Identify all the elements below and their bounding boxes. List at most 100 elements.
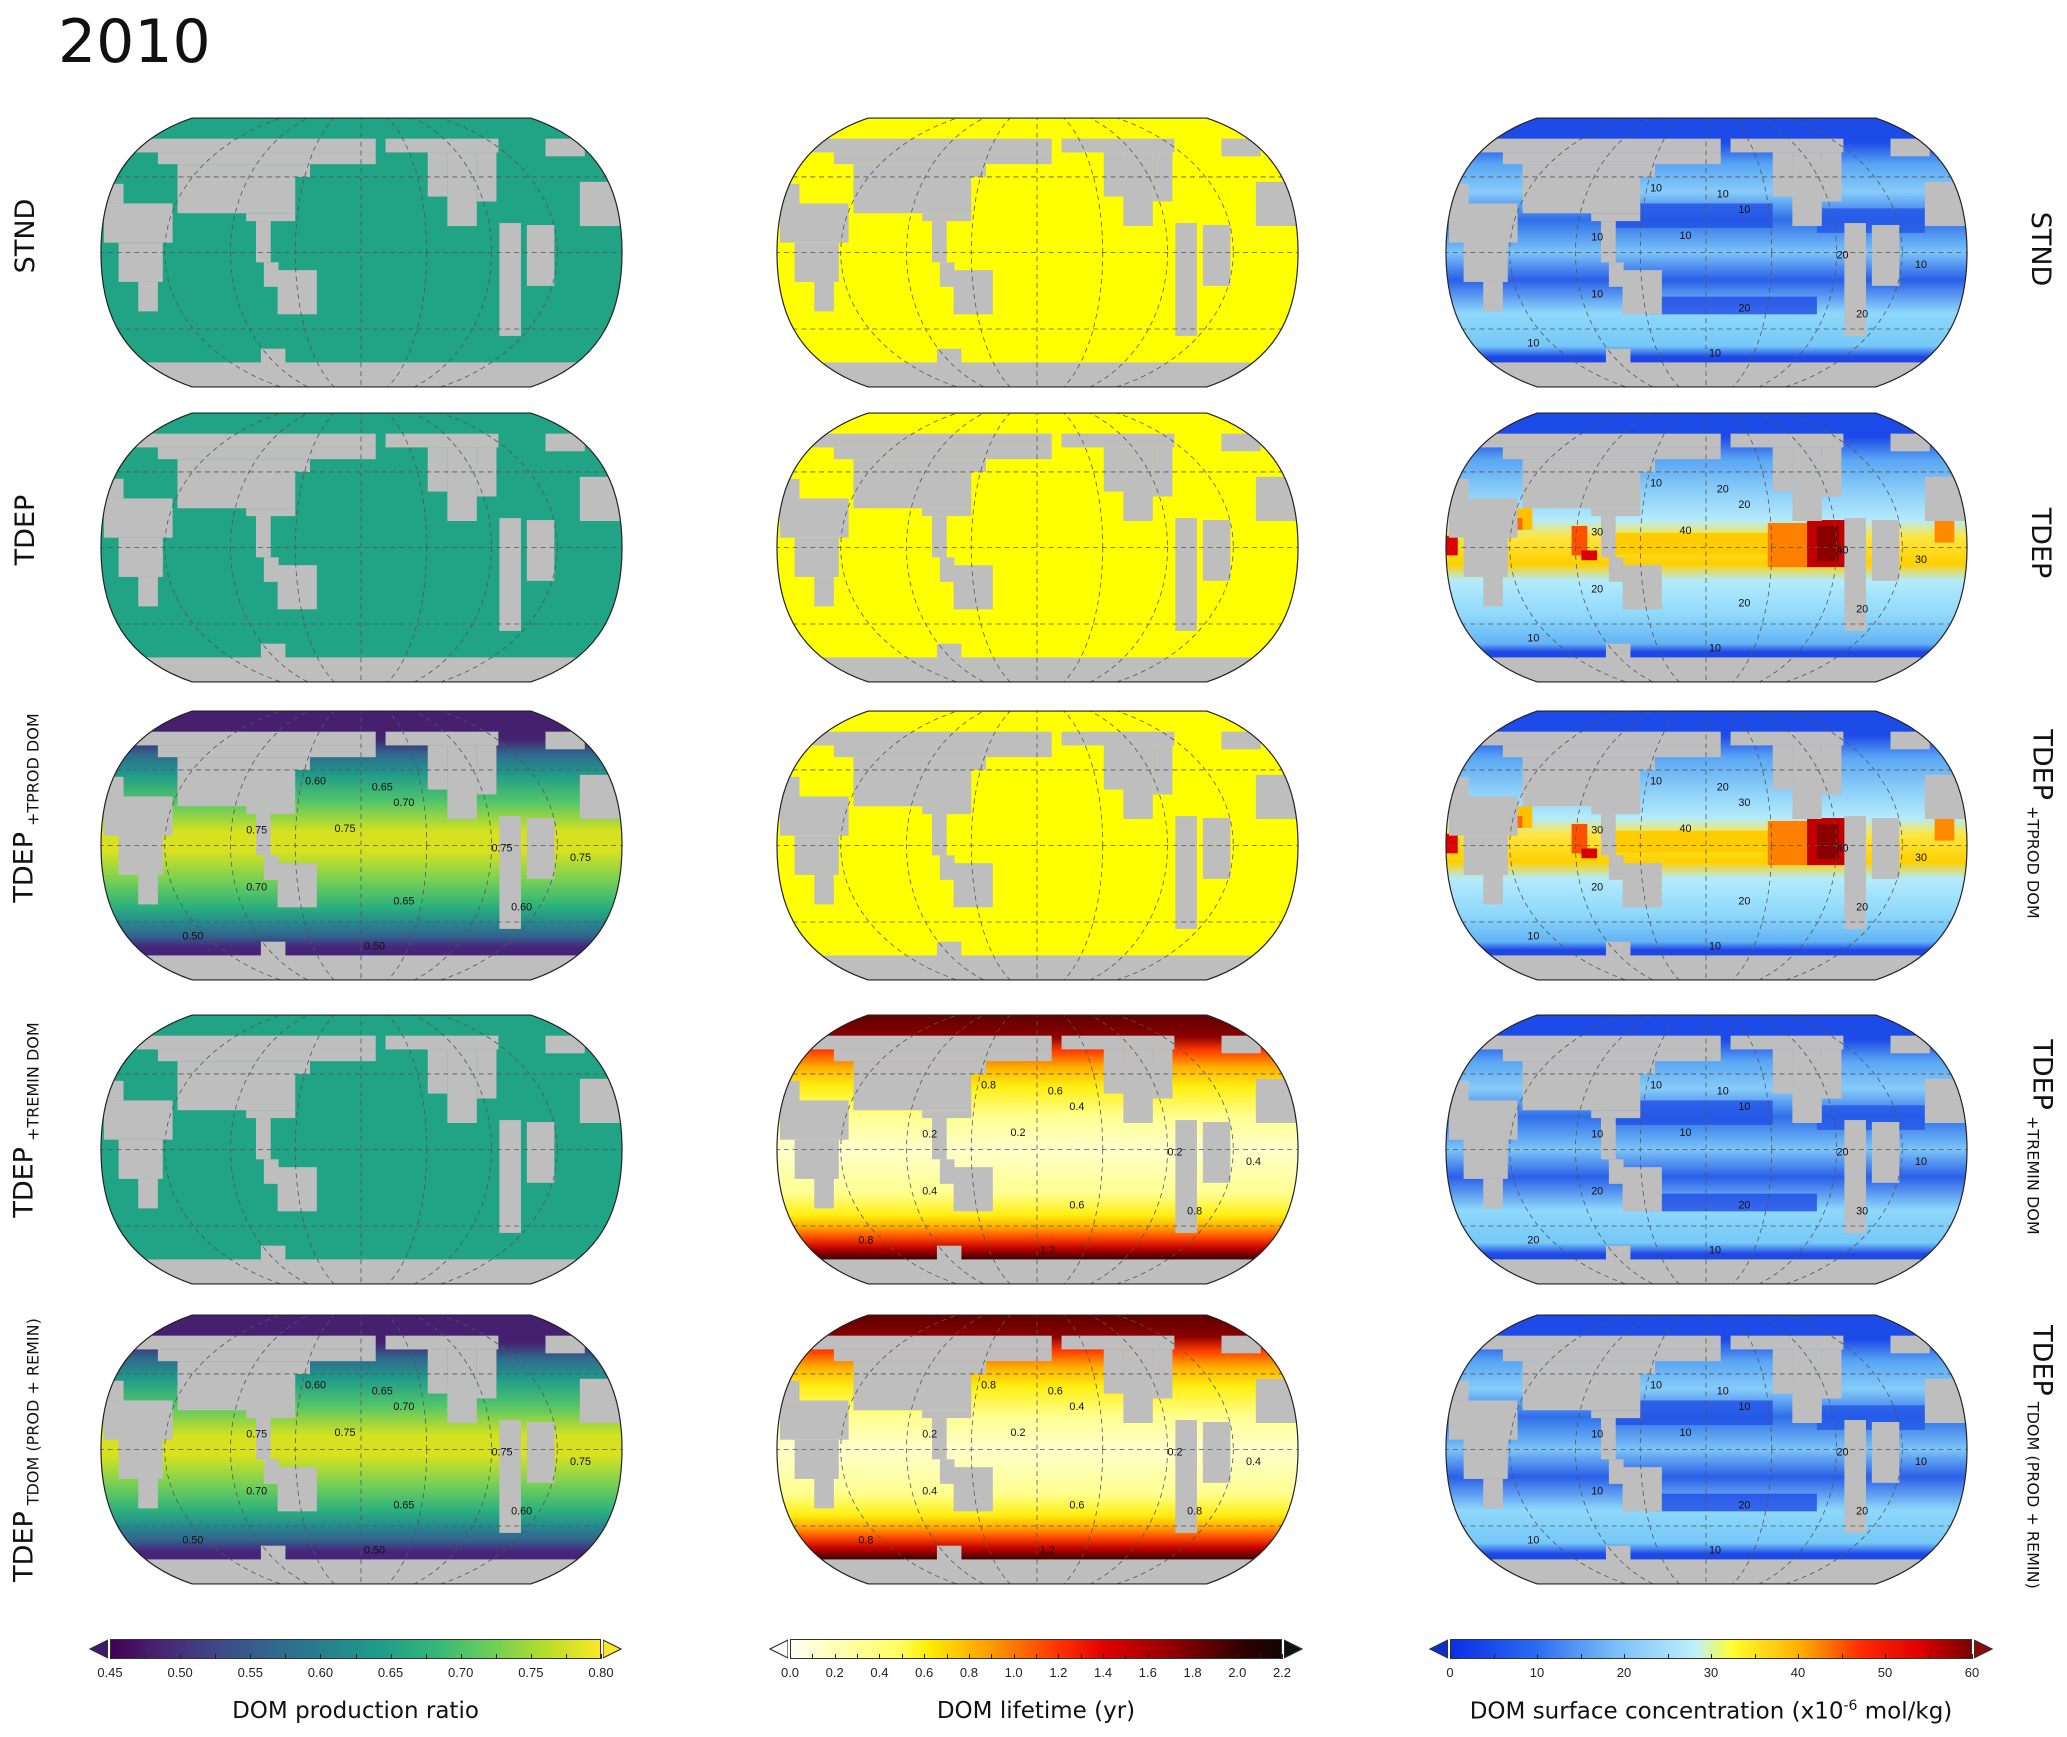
- graticule: [100, 413, 623, 682]
- contour-label: 30: [1915, 852, 1927, 864]
- colorbar-tick-label: 20: [1616, 1665, 1632, 1680]
- high-concentration-patch: [1445, 833, 1458, 854]
- contour-label: 10: [1709, 1545, 1721, 1557]
- contour-label: 0.70: [393, 1401, 414, 1413]
- map-outline: [776, 412, 1299, 683]
- map-panel: [99, 115, 624, 390]
- row-label-right: STND: [2025, 212, 2056, 287]
- contour-label: 20: [1591, 882, 1603, 894]
- colorbar-tick: [425, 1654, 427, 1659]
- colorbar-tick: [355, 1654, 357, 1659]
- contour-label: 0.65: [372, 1386, 393, 1398]
- contour-label: 0.8: [981, 1080, 996, 1092]
- colorbar-tick-label: 0.70: [448, 1665, 474, 1680]
- colorbar-tick-label: 1.0: [1004, 1665, 1023, 1680]
- map-outline: [100, 412, 623, 683]
- colorbar-tick-label: 2.2: [1272, 1665, 1292, 1680]
- contour-label: 10: [1738, 204, 1750, 216]
- colorbar-tick: [991, 1654, 993, 1659]
- row-label-main: TDEP: [2025, 507, 2056, 579]
- colorbar-tick: [790, 1654, 791, 1659]
- contour-label: 20: [1856, 1505, 1868, 1517]
- contour-label: 40: [1680, 525, 1692, 537]
- contour-label: 20: [1738, 499, 1750, 511]
- colorbar-tick: [1754, 1654, 1756, 1659]
- colorbar-tick: [1841, 1654, 1843, 1659]
- colorbar-tick: [924, 1654, 926, 1659]
- colorbar-tick-label: 0.8: [959, 1665, 978, 1680]
- contour-label: 0.2: [1168, 1446, 1183, 1458]
- contour-label: 10: [1527, 1535, 1539, 1547]
- colorbar: 0 10 20 30 40 50 60: [1428, 1639, 1994, 1680]
- contour-label: 20: [1856, 308, 1868, 320]
- contour-label: 0.75: [335, 823, 356, 835]
- map-panel: 10 10 10 10 10 20 10 20 20 30 20 10: [1444, 1012, 1969, 1287]
- contour-label: 1.2: [1040, 1245, 1055, 1257]
- graticule: [100, 1015, 623, 1284]
- colorbar-tick: [1282, 1654, 1283, 1659]
- contour-label: 10: [1650, 776, 1662, 788]
- colorbar-tick: [1036, 1654, 1037, 1659]
- colorbar-tick: [1450, 1654, 1451, 1659]
- colorbar-tick-label: 0.4: [870, 1665, 889, 1680]
- graticule: [1445, 1315, 1968, 1584]
- contour-label: 0.6: [1048, 1386, 1063, 1398]
- contour-label: 0.4: [1069, 1401, 1084, 1413]
- contour-label: 10: [1650, 1080, 1662, 1092]
- colorbar-tick-label: 1.4: [1094, 1665, 1113, 1680]
- contour-label: 0.60: [305, 776, 326, 788]
- contour-label: 0.2: [922, 1429, 937, 1441]
- contour-label: 0.2: [1011, 1427, 1026, 1439]
- contour-label: 20: [1591, 1186, 1603, 1198]
- map-outline: [776, 117, 1299, 388]
- colorbar-tick: [565, 1654, 567, 1659]
- world-map: 0.8 0.6 0.4 0.2 0.2 0.2 0.4 0.4 0.6 0.8 0.8 1.2: [776, 1014, 1299, 1285]
- colorbar-tick: [530, 1654, 532, 1659]
- colorbar-tick: [390, 1654, 392, 1659]
- contour-label: 20: [1527, 1235, 1539, 1247]
- contour-label: 0.50: [182, 931, 203, 943]
- contour-label: 40: [1837, 842, 1849, 854]
- colorbar-tick-label: 0: [1446, 1665, 1454, 1680]
- colorbar-tick: [180, 1654, 182, 1659]
- colorbar-title-text: DOM lifetime (yr): [936, 1698, 1136, 1724]
- row-label-right: TDEP: [2025, 507, 2056, 579]
- colorbar-tick-label: 0.60: [307, 1665, 334, 1680]
- high-concentration-patch: [1581, 550, 1598, 561]
- colorbar-tick-label: 1.8: [1183, 1665, 1202, 1680]
- contour-label: 0.60: [511, 901, 532, 913]
- map-outline: [776, 1014, 1299, 1285]
- colorbar-tick: [215, 1654, 217, 1659]
- contour-label: 0.8: [858, 1235, 873, 1247]
- extend-low-arrow-icon: [1428, 1639, 1448, 1659]
- map-panel: [775, 708, 1300, 983]
- contour-label: 30: [1591, 527, 1603, 539]
- map-outline: [1445, 1014, 1968, 1285]
- extend-high-arrow-icon: [1974, 1639, 1994, 1659]
- colorbar-tick: [1147, 1654, 1149, 1659]
- contour-label: 0.4: [1246, 1456, 1261, 1468]
- extend-low-arrow-icon: [768, 1639, 788, 1659]
- map-panel: 0.8 0.6 0.4 0.2 0.2 0.2 0.4 0.4 0.6 0.8 0.8 1.2: [775, 1012, 1300, 1287]
- graticule: [776, 413, 1299, 682]
- map-panel: 10 20 20 30 40 40 30 20 20 20 10 10: [1444, 410, 1969, 685]
- colorbar-tick: [110, 1654, 111, 1659]
- contour-label: 0.2: [1011, 1127, 1026, 1139]
- contour-label: 10: [1591, 289, 1603, 301]
- contour-label: 30: [1915, 554, 1927, 566]
- world-map: 10 20 20 30 40 40 30 20 20 20 10 10: [1445, 412, 1968, 683]
- contour-label: 0.75: [492, 842, 513, 854]
- colorbar-tick: [857, 1654, 859, 1659]
- world-map: 10 20 30 30 40 40 30 20 20 20 10 10: [1445, 710, 1968, 981]
- contour-label: 10: [1915, 1156, 1927, 1168]
- low-concentration-patch: [1650, 1493, 1817, 1512]
- map-outline: [1445, 1314, 1968, 1585]
- row-label-main: TDEP: [8, 832, 40, 903]
- colorbar-title-text: DOM surface concentration (x10: [1469, 1698, 1844, 1725]
- map-panel: 10 10 10 10 10 20 10 10 20 20 10 10: [1444, 115, 1969, 390]
- colorbar-tick: [1580, 1654, 1582, 1659]
- contour-label: 0.75: [335, 1427, 356, 1439]
- colorbar-tick-label: 50: [1877, 1665, 1893, 1680]
- high-concentration-patch: [1581, 848, 1598, 859]
- colorbar-tick-label: 2.0: [1228, 1665, 1247, 1680]
